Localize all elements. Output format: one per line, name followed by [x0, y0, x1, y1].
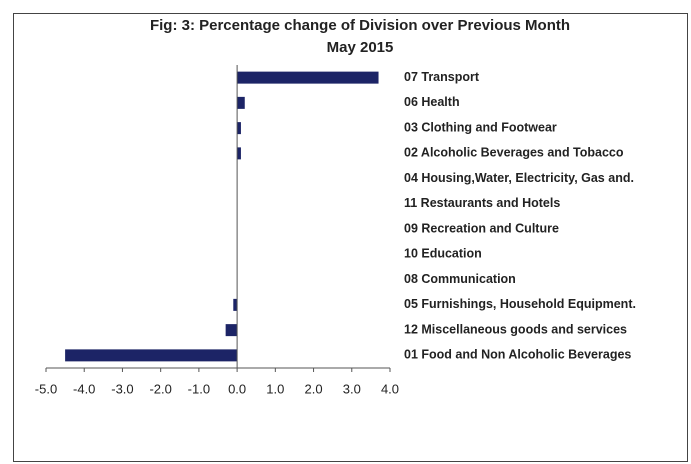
x-tick-label: -3.0 — [111, 381, 133, 396]
y-tick-label: 11 Restaurants and Hotels — [404, 196, 560, 210]
bar — [237, 147, 241, 160]
y-tick-label: 07 Transport — [404, 70, 480, 84]
chart-subtitle: May 2015 — [327, 39, 394, 56]
x-tick-label: 4.0 — [381, 381, 399, 396]
y-tick-label: 02 Alcoholic Beverages and Tobacco — [404, 146, 624, 160]
bar — [233, 298, 238, 311]
y-tick-label: 09 Recreation and Culture — [404, 221, 559, 235]
bar — [237, 122, 241, 135]
x-tick-label: -1.0 — [188, 381, 210, 396]
y-tick-label: 06 Health — [404, 95, 460, 109]
bar — [65, 349, 238, 362]
y-tick-label: 04 Housing,Water, Electricity, Gas and. — [404, 171, 634, 185]
bar — [225, 324, 238, 337]
plot: -5.0 -4.0 -3.0 -2.0 -1.0 0.0 1.0 2.0 3.0 4.0 07 Tr… — [35, 65, 636, 396]
x-tick-label: -2.0 — [149, 381, 171, 396]
y-tick-label: 01 Food and Non Alcoholic Beverages — [404, 348, 631, 362]
bar — [237, 96, 245, 109]
x-tick-label: 1.0 — [266, 381, 284, 396]
x-tick-label: -4.0 — [73, 381, 95, 396]
y-tick-label: 10 Education — [404, 247, 482, 261]
y-tick-label: 03 Clothing and Footwear — [404, 120, 557, 134]
chart-frame — [13, 13, 688, 462]
bar — [237, 71, 379, 84]
y-tick-label: 05 Furnishings, Household Equipment. — [404, 297, 636, 311]
x-tick-label: 3.0 — [343, 381, 361, 396]
y-tick-label: 08 Communication — [404, 272, 516, 286]
y-tick-label: 12 Miscellaneous goods and services — [404, 322, 627, 336]
x-tick-label: 2.0 — [305, 381, 323, 396]
chart-title: Fig: 3: Percentage change of Division ov… — [150, 17, 570, 34]
x-tick-label: -5.0 — [35, 381, 57, 396]
x-tick-label: 0.0 — [228, 381, 246, 396]
